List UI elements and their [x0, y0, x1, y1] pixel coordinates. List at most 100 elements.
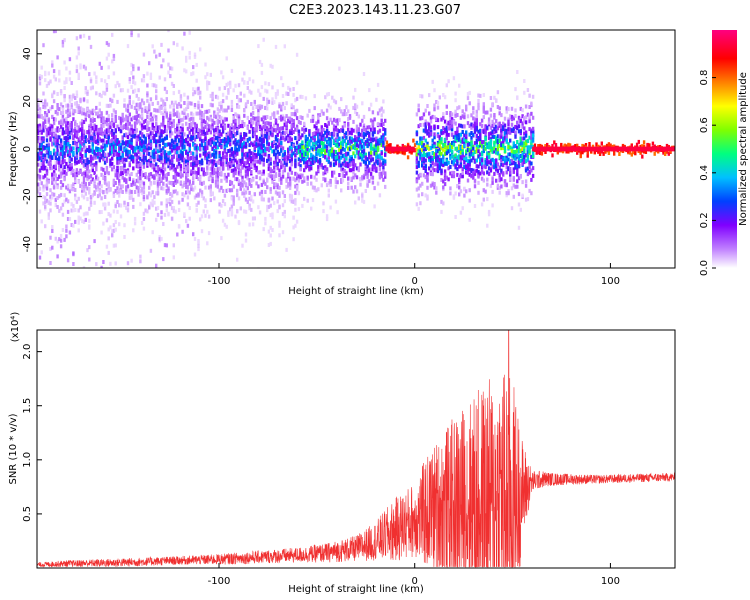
spectrogram-cell [133, 152, 137, 157]
spectrogram-cell [218, 133, 221, 137]
spectrogram-cell [230, 123, 234, 128]
spectrogram-cell [77, 159, 80, 164]
spectrogram-cell [133, 128, 137, 133]
spectrogram-cell [239, 172, 242, 177]
spectrogram-cell [322, 176, 325, 181]
spectrogram-cell [299, 167, 302, 171]
spectrogram-cell [74, 133, 77, 138]
spectrogram-cell [244, 190, 248, 195]
spectrogram-cell [125, 114, 128, 119]
spectrogram-cell [241, 148, 244, 153]
spectrogram-cell [112, 144, 116, 149]
spectrogram-cell [280, 176, 283, 181]
spectrogram-cell [162, 150, 165, 155]
spectrogram-cell [438, 137, 441, 142]
spectrogram-cell [177, 161, 181, 166]
spectrogram-cell [44, 125, 47, 130]
spectrogram-cell [207, 153, 211, 158]
spectrogram-cell [317, 164, 320, 169]
spectrogram-cell [361, 118, 364, 123]
spectrogram-cell [72, 108, 75, 113]
spectrogram-cell [317, 159, 320, 164]
spectrogram-cell [107, 188, 110, 193]
spectrogram-cell [361, 139, 364, 143]
spectrogram-cell [243, 152, 246, 157]
spectrogram-cell [151, 151, 154, 156]
spectrogram-cell [177, 138, 181, 143]
spectrogram-cell [75, 93, 79, 98]
spectrogram-cell [331, 152, 334, 157]
spectrogram-cell [324, 168, 327, 173]
spectrogram-cell [202, 112, 205, 117]
spectrogram-cell [89, 202, 93, 207]
spectrogram-cell [278, 185, 281, 190]
spectrogram-cell [176, 112, 179, 117]
spectrogram-cell [195, 134, 198, 139]
spectrogram-cell [359, 132, 362, 137]
spectrogram-cell [49, 150, 52, 155]
spectrogram-cell [89, 86, 93, 91]
spectrogram-cell [318, 139, 322, 144]
spectrogram-cell [190, 151, 193, 156]
spectrogram-cell [98, 210, 101, 215]
spectrogram-cell [287, 151, 290, 156]
spectrogram-cell [158, 105, 161, 110]
spectrogram-cell [119, 124, 123, 129]
spectrogram-cell [111, 113, 114, 118]
spectrogram-cell [253, 192, 256, 197]
spectrogram-cell [244, 104, 248, 109]
spectrogram-cell [301, 133, 304, 138]
spectrogram-cell [177, 224, 181, 229]
spectrogram-cell [197, 176, 200, 181]
spectrogram-cell [192, 176, 195, 181]
spectrogram-cell [276, 144, 279, 149]
spectrogram-cell [181, 192, 184, 197]
spectrogram-cell [40, 219, 43, 224]
spectrogram-cell [190, 124, 193, 129]
spectrogram-cell [172, 119, 175, 124]
spectrogram-cell [63, 199, 66, 204]
spectrogram-cell [227, 81, 230, 86]
spectrogram-cell [176, 157, 179, 162]
spectrogram-cell [132, 134, 135, 139]
spectrogram-cell [170, 139, 174, 144]
spectrogram-cell [364, 171, 367, 175]
spectrogram-cell [417, 149, 420, 154]
spectrogram-cell [306, 148, 309, 152]
spectrogram-cell [429, 119, 433, 124]
spectrogram-cell [151, 174, 154, 179]
spectrogram-cell [59, 244, 63, 249]
spectrogram-cell [325, 167, 329, 172]
spectrogram-cell [278, 129, 281, 134]
spectrogram-cell [59, 138, 63, 143]
spectrogram-cell [329, 143, 332, 148]
spectrogram-cell [445, 132, 448, 137]
spectrogram-cell [357, 166, 360, 171]
spectrogram-cell [116, 175, 119, 180]
spectrogram-cell [183, 193, 186, 198]
spectrogram-cell [192, 130, 195, 135]
spectrogram-cell [142, 156, 146, 160]
spectrogram-cell [79, 97, 82, 102]
spectrogram-cell [454, 163, 457, 168]
spectrogram-cell [162, 257, 165, 262]
spectrogram-cell [114, 188, 117, 193]
spectrogram-cell [246, 186, 249, 191]
spectrogram-cell [345, 161, 348, 166]
spectrogram-cell [221, 92, 225, 97]
spectrogram-cell [66, 183, 70, 188]
spectrogram-cell [433, 152, 436, 157]
spectrogram-cell [294, 184, 297, 189]
spectrogram-cell [153, 108, 156, 113]
spectrogram-cell [132, 129, 135, 133]
spectrogram-cell [352, 170, 355, 175]
spectrogram-cell [331, 95, 334, 100]
spectrogram-cell [250, 102, 253, 106]
spectrogram-cell [232, 154, 235, 159]
spectrogram-cell [348, 168, 352, 173]
spectrogram-cell [276, 89, 279, 94]
spectrogram-cell [185, 69, 188, 74]
spectrogram-cell [251, 111, 255, 115]
spectrogram-cell [345, 105, 348, 110]
spectrogram-cell [255, 175, 258, 180]
